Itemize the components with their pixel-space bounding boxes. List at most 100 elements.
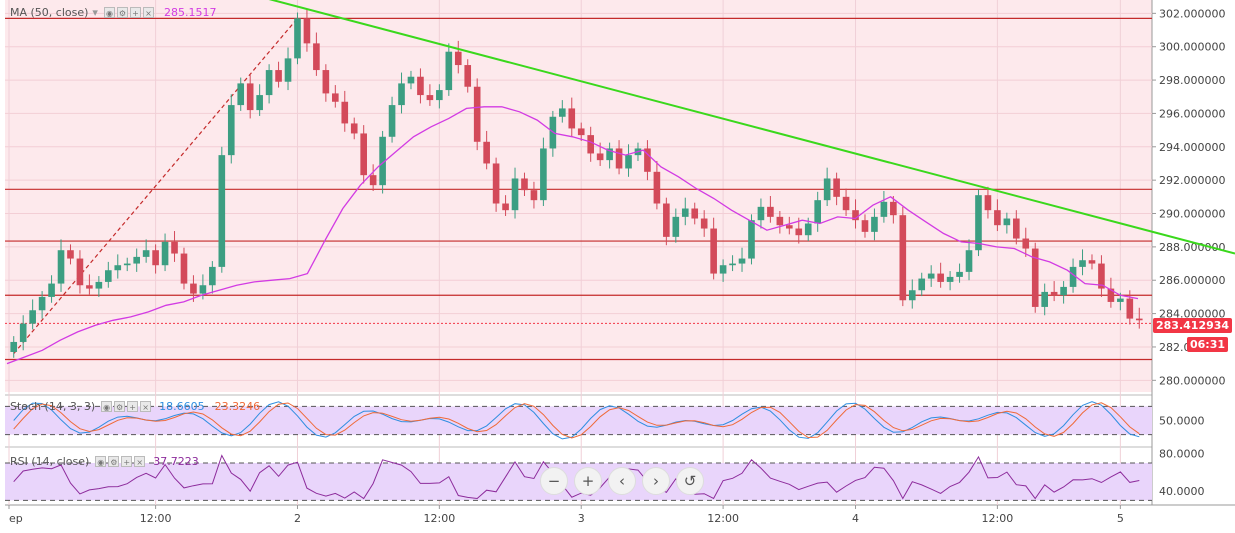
candle-body (1041, 291, 1048, 307)
stoch-d-line (13, 402, 1140, 439)
candle-body (606, 148, 613, 161)
candle-body (417, 76, 424, 96)
candle-body (1107, 288, 1115, 302)
candle-body (691, 208, 699, 219)
candle-body (1088, 260, 1096, 264)
candle-body (908, 290, 916, 301)
add-icon[interactable]: + (129, 7, 141, 18)
add-icon[interactable]: + (127, 401, 139, 412)
candle-body (426, 95, 434, 101)
rsi-legend[interactable]: RSI (14, close) ◉ ⚙ + × 37.7223 (10, 455, 199, 468)
main-pane-bg (5, 0, 1152, 392)
candle-body (332, 93, 339, 102)
candle-body (483, 141, 490, 164)
candle-body (842, 196, 850, 211)
candle-body (29, 310, 36, 324)
x-tick-label: 12:00 (982, 512, 1014, 525)
candle-body (1060, 286, 1067, 296)
dashed-trend-line (13, 17, 298, 355)
candle-body (1003, 218, 1011, 226)
candle-body (568, 108, 576, 129)
candle-body (1079, 260, 1086, 267)
close-icon[interactable]: × (142, 7, 154, 18)
settings-icon[interactable]: ⚙ (108, 456, 120, 467)
ma-legend-value: 285.1517 (163, 6, 217, 19)
ma-legend[interactable]: MA (50, close) ▾ ◉ ⚙ + × 285.1517 (10, 6, 216, 19)
candle-body (511, 178, 519, 211)
candle-body (322, 70, 330, 94)
legend-buttons: ◉ ⚙ + × (103, 7, 154, 18)
candle-body (625, 155, 632, 169)
eye-icon[interactable]: ◉ (101, 401, 113, 412)
candle-body (464, 65, 472, 87)
candle-body (57, 250, 65, 284)
candle-body (180, 253, 188, 284)
candle-body (275, 70, 282, 82)
stoch-legend-buttons: ◉ ⚙ + × (101, 401, 152, 412)
candle-body (360, 133, 367, 176)
zoom-in-button[interactable]: + (574, 467, 602, 495)
candle-body (587, 135, 594, 154)
candle-body (1050, 291, 1058, 296)
candle-body (880, 201, 888, 217)
candle-body (852, 210, 859, 221)
candle-body (218, 155, 226, 267)
candle-body (672, 216, 680, 237)
candle-body (95, 281, 103, 289)
stoch-legend[interactable]: Stoch (14, 3, 3) ◉ ⚙ + × 18.6605 23.3246 (10, 400, 260, 413)
candle-body (341, 101, 349, 124)
close-icon[interactable]: × (140, 401, 152, 412)
candle-body (710, 228, 717, 274)
y-tick-label: 288.000000 (1159, 241, 1225, 254)
candle-body (899, 215, 907, 301)
settings-icon[interactable]: ⚙ (116, 7, 128, 18)
candle-body (19, 323, 27, 342)
chevron-down-icon[interactable]: ▾ (92, 6, 98, 19)
scroll-right-button[interactable]: › (642, 467, 670, 495)
candle-body (237, 83, 245, 106)
candle-body (975, 195, 982, 251)
candle-body (965, 250, 973, 272)
x-tick-label: 2 (294, 512, 301, 525)
candle-body (38, 296, 46, 311)
moving-average-line (6, 106, 1139, 365)
candle-body (1069, 266, 1077, 287)
reset-chart-button[interactable]: ↺ (676, 467, 704, 495)
candle-body (530, 190, 538, 201)
close-icon[interactable]: × (134, 456, 146, 467)
candle-body (67, 250, 74, 259)
candle-body (303, 18, 311, 44)
y-tick-label: 296.000000 (1159, 107, 1225, 120)
eye-icon[interactable]: ◉ (95, 456, 107, 467)
candle-body (265, 70, 273, 96)
candle-body (804, 223, 812, 236)
candle-body (653, 171, 661, 204)
scroll-left-button[interactable]: ‹ (608, 467, 636, 495)
candle-body (767, 206, 774, 217)
candle-body (946, 276, 954, 282)
candle-body (284, 58, 292, 82)
candle-body (748, 220, 755, 259)
add-icon[interactable]: + (121, 456, 133, 467)
x-tick-label: 5 (1117, 512, 1124, 525)
rsi-tick-label: 80.0000 (1159, 448, 1205, 461)
candle-body (615, 148, 623, 169)
y-tick-label: 286.000000 (1159, 274, 1225, 287)
candle-body (795, 228, 803, 236)
candle-body (10, 341, 18, 352)
candle-body (350, 123, 358, 134)
x-tick-label: 4 (852, 512, 859, 525)
zoom-out-button[interactable]: − (540, 467, 568, 495)
x-tick-label: 12:00 (707, 512, 739, 525)
settings-icon[interactable]: ⚙ (114, 401, 126, 412)
candle-body (48, 283, 55, 297)
eye-icon[interactable]: ◉ (103, 7, 115, 18)
y-tick-label: 292.000000 (1159, 174, 1225, 187)
candle-body (123, 263, 131, 266)
candle-body (871, 216, 878, 232)
y-tick-label: 284.000000 (1159, 308, 1225, 321)
candle-body (663, 203, 670, 237)
candle-body (227, 105, 235, 156)
candle-body (86, 285, 93, 289)
last-price-tag: 283.412934 (1153, 318, 1233, 333)
